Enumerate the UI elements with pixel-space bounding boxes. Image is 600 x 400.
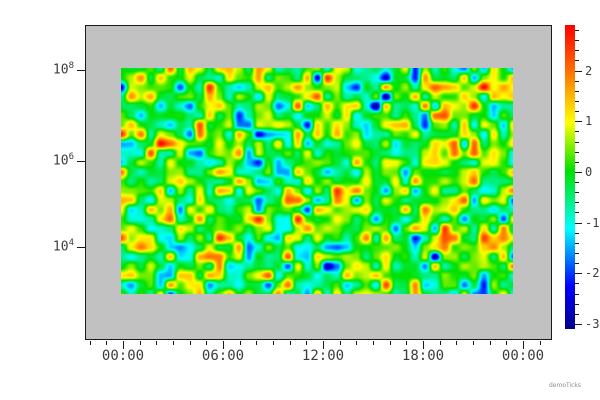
- x-minor-tick: [290, 341, 291, 345]
- x-minor-tick: [390, 341, 391, 345]
- colorbar-tick-label: 1: [585, 114, 592, 128]
- colorbar-minor-tick: [575, 81, 579, 82]
- x-tick-label: 18:00: [391, 348, 455, 364]
- colorbar-minor-tick: [575, 202, 579, 203]
- colorbar-major-tick: [575, 71, 582, 72]
- x-minor-tick: [540, 341, 541, 345]
- x-minor-tick: [306, 341, 307, 345]
- colorbar-minor-tick: [575, 131, 579, 132]
- colorbar-minor-tick: [575, 263, 579, 264]
- figure: 108 106 104 00:00 06:00 12:00 18:00 00:00 2 1 0 -…: [0, 0, 600, 400]
- colorbar-minor-tick: [575, 192, 579, 193]
- colorbar-minor-tick: [575, 233, 579, 234]
- colorbar-minor-tick: [575, 91, 579, 92]
- x-minor-tick: [106, 341, 107, 345]
- x-minor-tick: [473, 341, 474, 345]
- colorbar-minor-tick: [575, 314, 579, 315]
- colorbar-minor-tick: [575, 182, 579, 183]
- colorbar-minor-tick: [575, 243, 579, 244]
- colorbar-minor-tick: [575, 111, 579, 112]
- colorbar-major-tick: [575, 273, 582, 274]
- heatmap-image: [121, 68, 513, 294]
- y-tick-label: 104: [30, 238, 74, 254]
- x-minor-tick: [140, 341, 141, 345]
- x-minor-tick: [506, 341, 507, 345]
- y-major-tick: [77, 161, 85, 162]
- colorbar-minor-tick: [575, 101, 579, 102]
- x-minor-tick: [456, 341, 457, 345]
- colorbar-tick-label: 0: [585, 165, 592, 179]
- colorbar-tick-label: 2: [585, 64, 592, 78]
- colorbar-tick-label: -2: [585, 266, 599, 280]
- x-minor-tick: [340, 341, 341, 345]
- x-tick-label: 00:00: [491, 348, 555, 364]
- y-major-tick: [77, 247, 85, 248]
- colorbar-minor-tick: [575, 30, 579, 31]
- colorbar-minor-tick: [575, 212, 579, 213]
- colorbar-minor-tick: [575, 60, 579, 61]
- colorbar: [565, 25, 575, 329]
- colorbar-tick-label: -1: [585, 216, 599, 230]
- x-tick-label: 06:00: [191, 348, 255, 364]
- colorbar-minor-tick: [575, 142, 579, 143]
- x-minor-tick: [90, 341, 91, 345]
- colorbar-minor-tick: [575, 152, 579, 153]
- colorbar-minor-tick: [575, 294, 579, 295]
- x-minor-tick: [240, 341, 241, 345]
- x-tick-label: 12:00: [291, 348, 355, 364]
- colorbar-minor-tick: [575, 40, 579, 41]
- x-minor-tick: [190, 341, 191, 345]
- colorbar-major-tick: [575, 324, 582, 325]
- x-minor-tick: [273, 341, 274, 345]
- x-minor-tick: [173, 341, 174, 345]
- x-minor-tick: [490, 341, 491, 345]
- x-minor-tick: [373, 341, 374, 345]
- x-tick-label: 00:00: [91, 348, 155, 364]
- colorbar-major-tick: [575, 223, 582, 224]
- colorbar-minor-tick: [575, 283, 579, 284]
- x-minor-tick: [440, 341, 441, 345]
- x-minor-tick: [356, 341, 357, 345]
- colorbar-minor-tick: [575, 162, 579, 163]
- y-major-tick: [77, 70, 85, 71]
- colorbar-tick-label: -3: [585, 317, 599, 331]
- colorbar-minor-tick: [575, 50, 579, 51]
- x-minor-tick: [206, 341, 207, 345]
- colorbar-minor-tick: [575, 304, 579, 305]
- colorbar-major-tick: [575, 172, 582, 173]
- y-tick-label: 106: [30, 152, 74, 168]
- x-minor-tick: [406, 341, 407, 345]
- y-tick-label: 108: [30, 61, 74, 77]
- x-minor-tick: [256, 341, 257, 345]
- colorbar-minor-tick: [575, 253, 579, 254]
- colorbar-major-tick: [575, 121, 582, 122]
- x-minor-tick: [156, 341, 157, 345]
- annotation-label: demoTicks: [537, 382, 593, 389]
